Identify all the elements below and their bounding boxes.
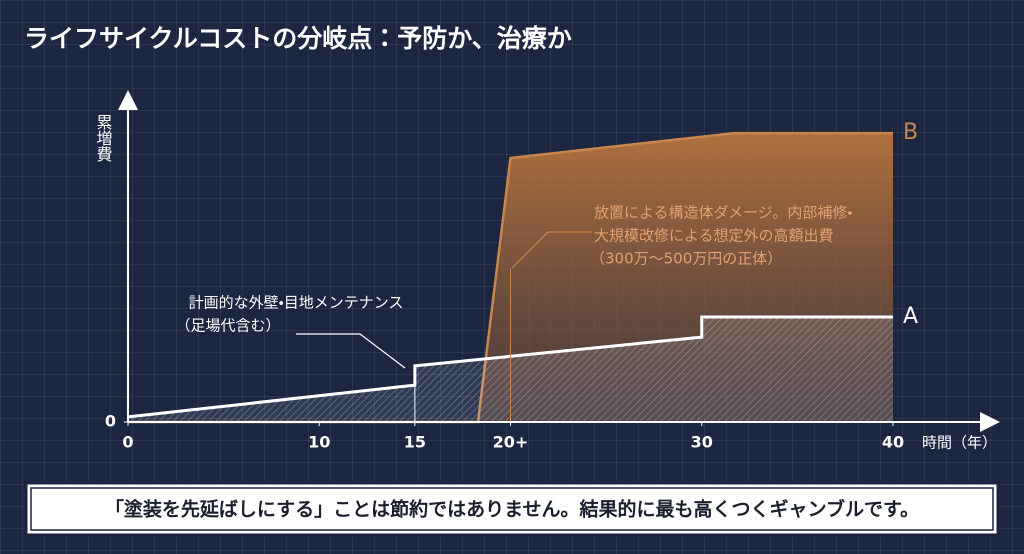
x-tick-label: 0 (122, 433, 133, 452)
x-tick-label: 10 (308, 433, 330, 452)
x-tick-label: 15 (404, 433, 426, 452)
chart-title: ライフサイクルコストの分岐点：予防か、治療か (24, 24, 572, 53)
footer-inner-border (30, 487, 994, 531)
y-axis-label: 累増費 (94, 114, 113, 162)
x-tick-label: 30 (691, 433, 713, 452)
annotation: 計画的な外壁・目地メンテナンス (189, 294, 404, 312)
leader-line (511, 231, 592, 269)
x-tick-label: 20+ (493, 433, 529, 452)
annotation: （300万〜500万円の正体） (590, 250, 782, 268)
x-tick-label: 40 (882, 433, 904, 452)
y-tick-label: 0 (105, 412, 116, 431)
plot-area (127, 131, 893, 424)
legend-label: B (903, 120, 918, 145)
footer-text: 「塗装を先延ばしにする」ことは節約ではありません。結果的に最も高くつくギャンブル… (105, 498, 919, 521)
annotation: （足場代含む） (175, 317, 280, 335)
legend-label: A (903, 304, 918, 329)
annotation: 放置による構造体ダメージ。内部補修・ (594, 204, 852, 222)
x-axis-label: 時間（年） (922, 434, 997, 452)
footer-box (24, 481, 1000, 537)
annotation: 大規模改修による想定外の高額出費 (594, 227, 834, 245)
leader-line (296, 333, 406, 369)
series-line (127, 315, 893, 419)
